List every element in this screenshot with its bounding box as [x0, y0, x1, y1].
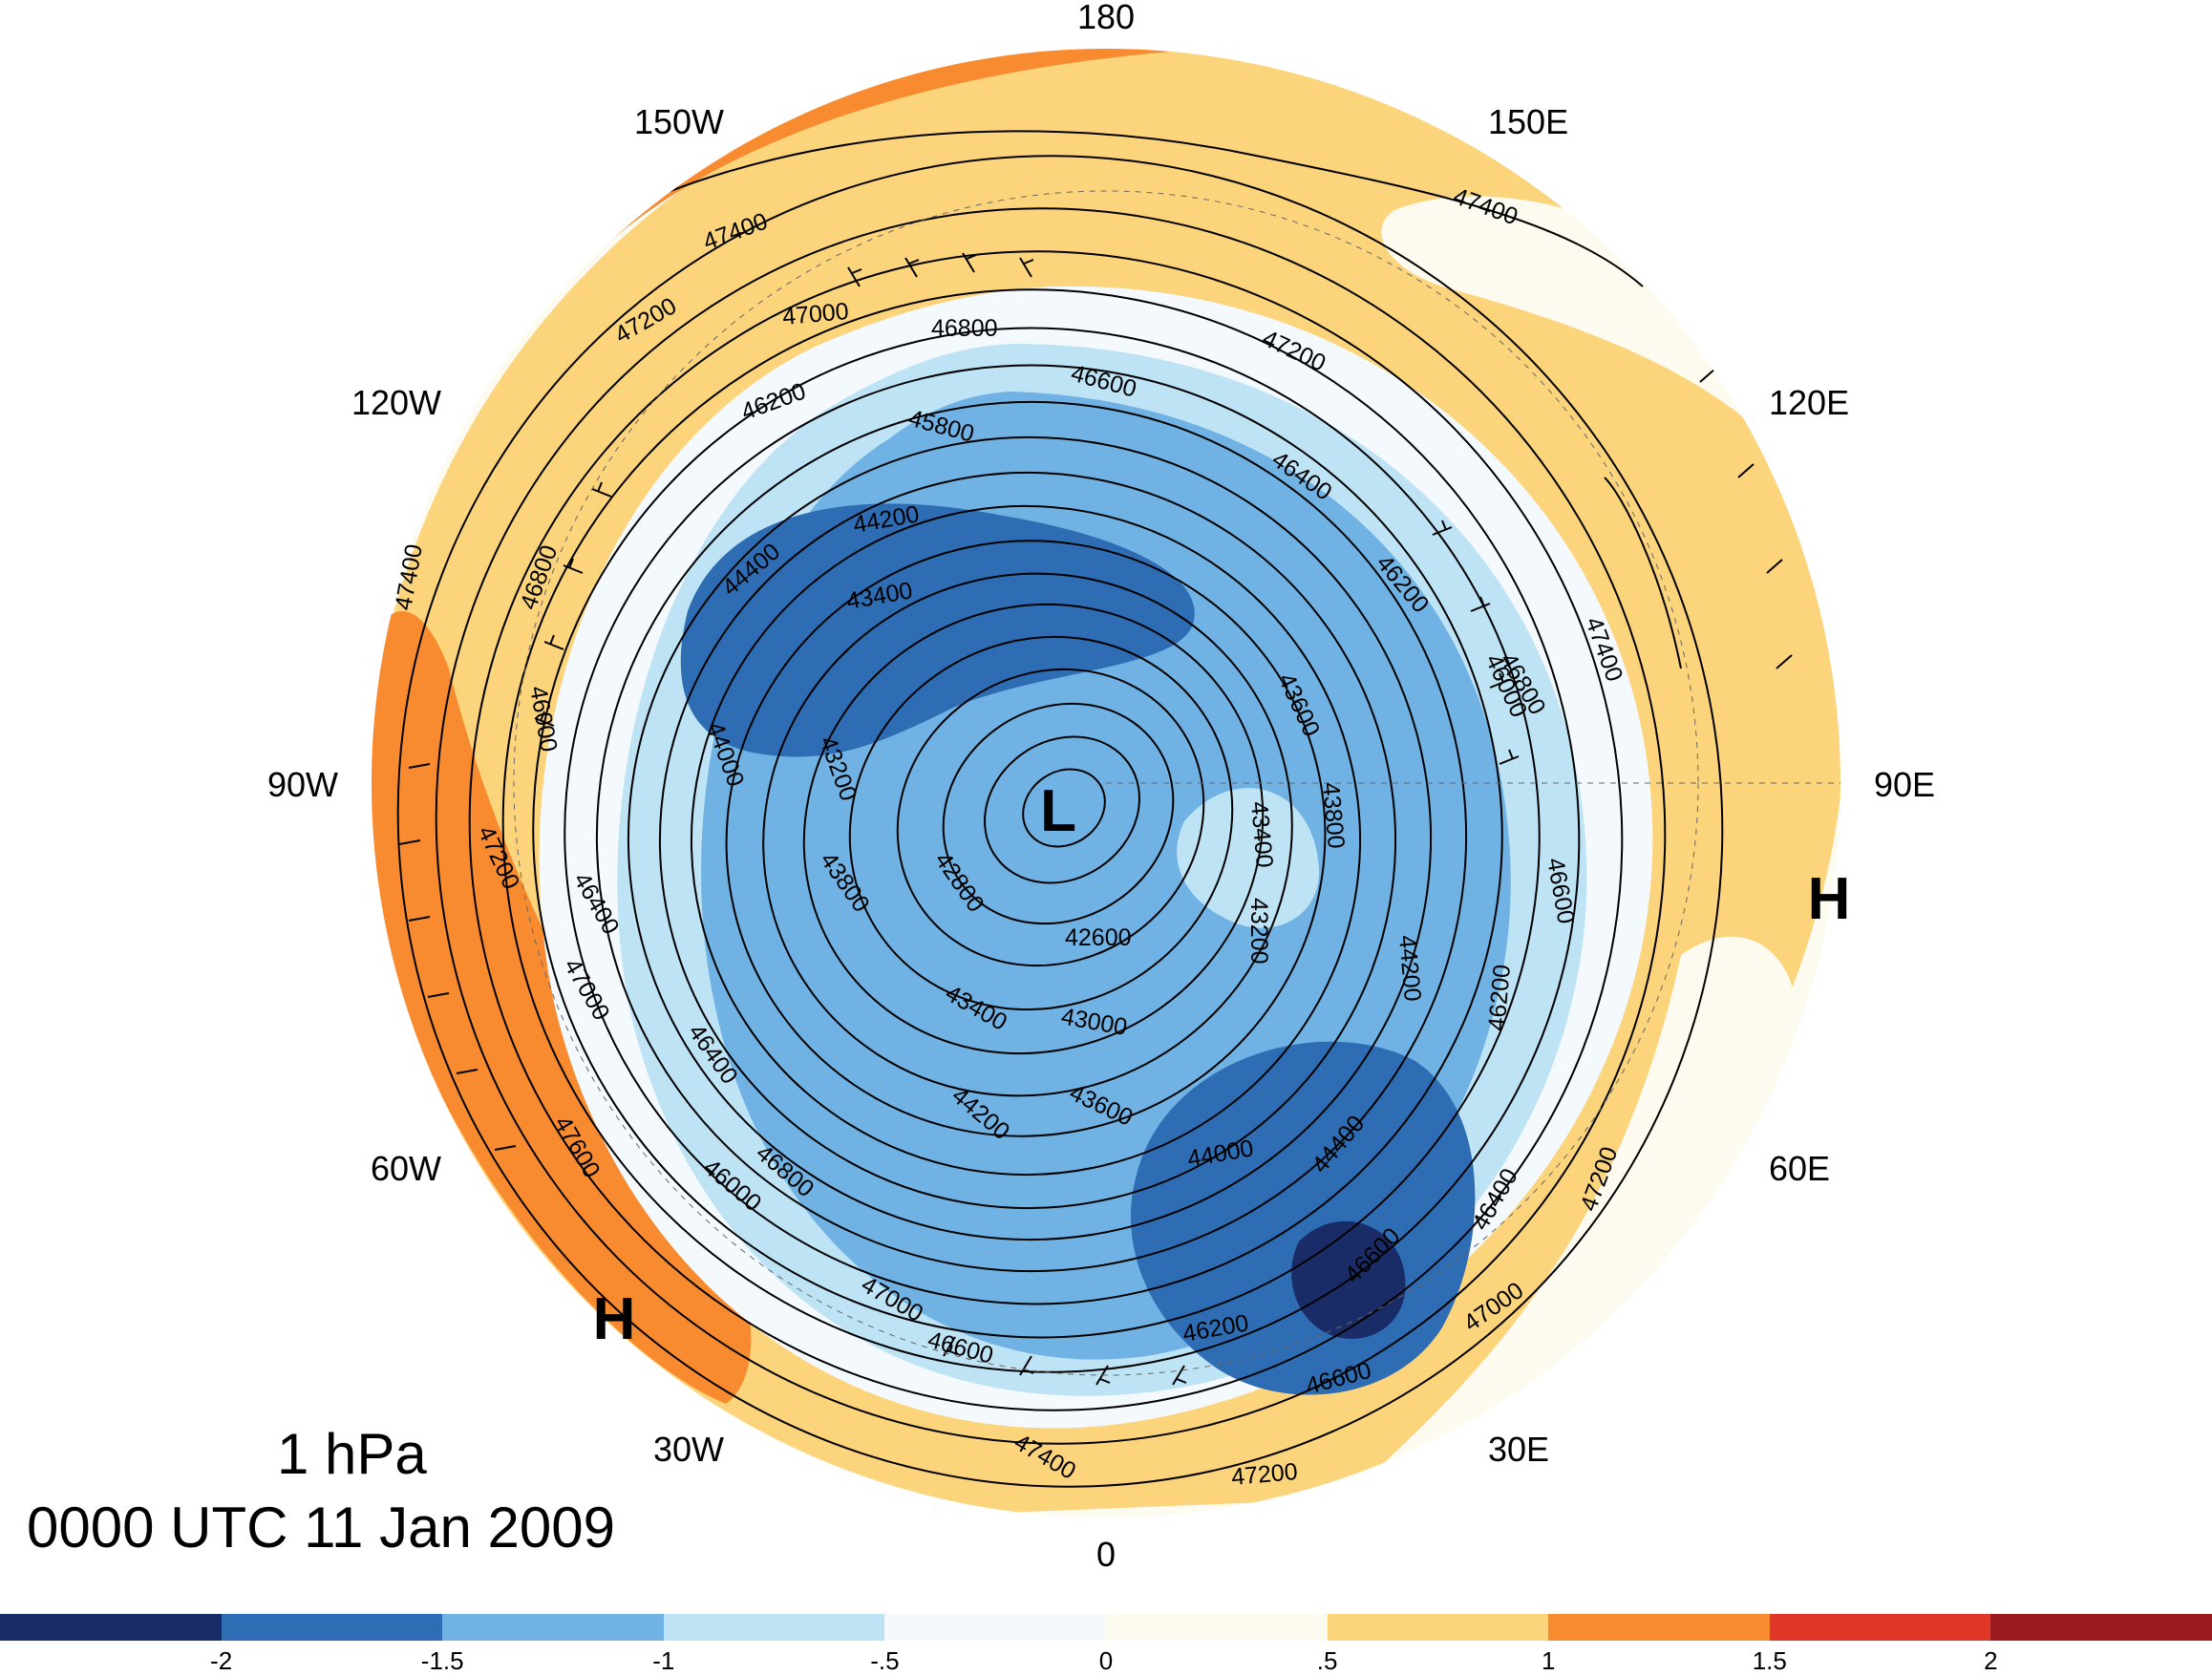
- lon-label-30e: 30E: [1488, 1430, 1549, 1469]
- high-pressure-marker-east: H: [1808, 866, 1851, 932]
- lon-label-120w: 120W: [351, 383, 441, 422]
- colorbar-tick-labels: -2 -1.5 -1 -.5 0 .5 1 1.5 2: [0, 1646, 2212, 1675]
- longitude-labels: 180 150E 120E 90E 60E 30E 0 30W 60W 90W …: [267, 0, 1935, 1574]
- map-boundary: [370, 47, 1842, 1519]
- high-pressure-marker-south: H: [593, 1286, 636, 1352]
- colorbar-tick-label: 2: [1984, 1646, 1998, 1675]
- colorbar-tick-label: 0: [1098, 1646, 1114, 1675]
- colorbar-segment: [1548, 1614, 1770, 1641]
- lon-label-60w: 60W: [371, 1149, 441, 1188]
- neutral-region-northeast: [1381, 196, 1804, 451]
- contour-label: 46200: [1483, 964, 1516, 1032]
- colorbar-tick-label: -1: [652, 1646, 675, 1675]
- contour-label: 42600: [1065, 924, 1132, 951]
- colorbar-tick-label: -.5: [870, 1646, 900, 1675]
- lon-label-180: 180: [1077, 0, 1135, 36]
- lon-label-90w: 90W: [267, 765, 338, 804]
- colorbar-segment: [1105, 1614, 1328, 1641]
- colorbar-segment: [663, 1614, 885, 1641]
- colorbar-segment: [1327, 1614, 1549, 1641]
- neutral-region-east: [1375, 936, 1799, 1471]
- contour-label: 43400: [1245, 800, 1278, 869]
- colorbar-segment: [0, 1614, 222, 1641]
- colorbar-tick-label: -1.5: [420, 1646, 464, 1675]
- colorbar-segment: [884, 1614, 1106, 1641]
- colorbar-segment: [1990, 1614, 2212, 1641]
- contour-label: 47000: [781, 298, 850, 330]
- lon-label-120e: 120E: [1769, 383, 1849, 422]
- colorbar-tick-label: 1.5: [1752, 1646, 1787, 1675]
- low-pressure-marker: L: [1040, 778, 1076, 844]
- contour-label: 44200: [1393, 934, 1426, 1003]
- polar-stereographic-map: 180 150E 120E 90E 60E 30E 0 30W 60W 90W …: [267, 0, 1935, 1574]
- contour-label: 47200: [1230, 1458, 1299, 1491]
- lon-label-60e: 60E: [1769, 1149, 1830, 1188]
- colorbar-tick-label: 1: [1541, 1646, 1556, 1675]
- lon-label-0: 0: [1096, 1535, 1116, 1574]
- lon-label-30w: 30W: [653, 1430, 724, 1469]
- lon-label-150w: 150W: [634, 102, 724, 141]
- colorbar-segment: [442, 1614, 664, 1641]
- lon-label-150e: 150E: [1488, 102, 1568, 141]
- colorbar-segment: [221, 1614, 443, 1641]
- valid-time-label: 0000 UTC 11 Jan 2009: [27, 1496, 615, 1559]
- colorbar: [0, 1614, 2212, 1641]
- contour-label: 46800: [931, 315, 998, 342]
- contour-label: 43800: [1317, 781, 1350, 850]
- lon-label-90e: 90E: [1874, 765, 1935, 804]
- anomaly-shading: [371, 48, 1841, 1518]
- graticule: [513, 190, 1841, 1376]
- colorbar-tick-label: .5: [1316, 1646, 1338, 1675]
- wind-barbs: [398, 252, 1793, 1386]
- contour-label: 43200: [1245, 898, 1272, 965]
- geopotential-contours: [381, 130, 1724, 1488]
- pressure-level-label: 1 hPa: [277, 1422, 427, 1486]
- colorbar-tick-label: -2: [210, 1646, 233, 1675]
- colorbar-segment: [1769, 1614, 1991, 1641]
